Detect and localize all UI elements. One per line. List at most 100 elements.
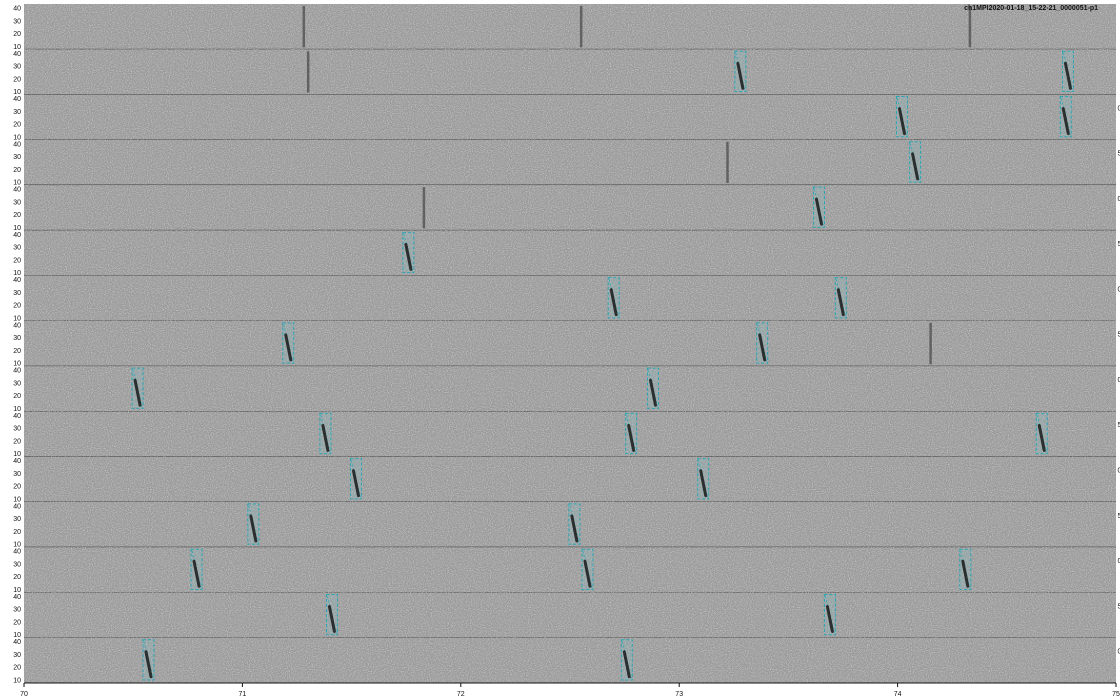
- y-tick-label: 20: [13, 348, 21, 355]
- call-mark: [609, 288, 618, 317]
- y-tick-label: 10: [13, 496, 21, 503]
- call-mark: [327, 605, 336, 634]
- y-tick-label: 30: [13, 652, 21, 659]
- y-tick-label: 10: [13, 180, 21, 187]
- y-tick-label: 30: [13, 335, 21, 342]
- vertical-mark: [726, 141, 729, 184]
- call-mark: [836, 288, 845, 317]
- spectrogram-strip: 10 20 30 40 0: [13, 275, 1120, 322]
- spectrogram-strip: 10 20 30 40: [13, 4, 1116, 51]
- y-tick-label: 10: [13, 315, 21, 322]
- call-mark: [648, 378, 657, 407]
- y-tick-label: 30: [13, 516, 21, 523]
- y-tick-label: 40: [13, 503, 21, 510]
- y-tick-label: 20: [13, 665, 21, 672]
- call-mark: [192, 559, 201, 588]
- vertical-mark: [302, 6, 306, 48]
- y-tick-label: 10: [13, 225, 21, 232]
- right-tick-label: 5: [1118, 241, 1120, 248]
- call-mark: [911, 152, 920, 181]
- y-tick-label: 20: [13, 212, 21, 219]
- y-tick-label: 20: [13, 31, 21, 38]
- right-tick-label: 0: [1118, 105, 1120, 112]
- x-tick-label: 72: [457, 691, 465, 698]
- strip-noise: [24, 49, 1116, 95]
- call-mark: [133, 378, 142, 407]
- call-mark: [736, 61, 745, 90]
- y-tick-label: 20: [13, 574, 21, 581]
- spectrogram-strip: 10 20 30 40 5: [13, 411, 1120, 458]
- strip-noise: [24, 547, 1116, 593]
- y-tick-label: 40: [13, 549, 21, 556]
- y-tick-label: 40: [13, 322, 21, 329]
- y-tick-label: 40: [13, 639, 21, 646]
- spectrogram-strip: 10 20 30 40 5: [13, 139, 1120, 187]
- strips-layer: 1020304010203040102030400102030405102030…: [13, 4, 1120, 685]
- spectrogram-strip: 10 20 30 40 5: [13, 592, 1120, 639]
- y-tick-label: 30: [13, 18, 21, 25]
- strip-noise: [24, 94, 1116, 140]
- y-tick-label: 10: [13, 134, 21, 141]
- right-tick-label: 0: [1118, 649, 1120, 656]
- y-tick-label: 10: [13, 678, 21, 685]
- right-tick-label: 0: [1118, 196, 1120, 203]
- strip-noise: [24, 4, 1116, 50]
- call-mark: [699, 469, 708, 498]
- call-mark: [622, 650, 631, 679]
- vertical-mark: [968, 6, 972, 48]
- call-mark: [1037, 423, 1046, 452]
- strip-noise: [24, 320, 1116, 367]
- chart-title: ch1MPI2020-01-18_15-22-21_0000051-p1: [964, 5, 1098, 12]
- y-tick-label: 30: [13, 607, 21, 614]
- y-tick-label: 10: [13, 361, 21, 368]
- y-tick-label: 10: [13, 542, 21, 549]
- spectrogram-strip: 10 20 30 40 5: [13, 230, 1120, 277]
- call-mark: [758, 333, 767, 362]
- right-tick-label: 5: [1118, 603, 1120, 610]
- y-tick-label: 10: [13, 451, 21, 458]
- right-tick-label: 0: [1118, 286, 1120, 293]
- y-tick-label: 10: [13, 270, 21, 277]
- strip-noise: [24, 411, 1116, 457]
- x-tick-label: 74: [894, 691, 902, 698]
- y-tick-label: 10: [13, 406, 21, 413]
- call-mark: [321, 423, 330, 452]
- strip-noise: [24, 592, 1116, 638]
- right-tick-label: 0: [1118, 468, 1120, 475]
- spectrogram-strip: 10 20 30 40 5: [13, 320, 1120, 368]
- vertical-mark: [579, 6, 583, 48]
- call-mark: [570, 514, 579, 543]
- spectrogram-strip: 10 20 30 40 0: [13, 366, 1120, 413]
- y-tick-label: 30: [13, 64, 21, 71]
- y-tick-label: 40: [13, 594, 21, 601]
- y-tick-label: 40: [13, 141, 21, 148]
- y-tick-label: 30: [13, 426, 21, 433]
- x-tick-label: 71: [239, 691, 247, 698]
- call-mark: [249, 514, 258, 543]
- vertical-mark: [422, 187, 426, 229]
- spectrogram-strip: 10 20 30 40: [13, 49, 1116, 96]
- x-tick-label: 73: [675, 691, 683, 698]
- spectrogram-strip: 10 20 30 40 0: [13, 185, 1120, 232]
- y-tick-label: 40: [13, 277, 21, 284]
- vertical-mark: [929, 322, 932, 365]
- y-tick-label: 40: [13, 6, 21, 13]
- y-tick-label: 20: [13, 167, 21, 174]
- call-mark: [583, 559, 592, 588]
- x-tick-label: 75: [1112, 691, 1120, 698]
- y-tick-label: 20: [13, 393, 21, 400]
- right-tick-label: 5: [1118, 513, 1120, 520]
- y-tick-label: 20: [13, 484, 21, 491]
- y-tick-label: 40: [13, 232, 21, 239]
- y-tick-label: 30: [13, 245, 21, 252]
- y-tick-label: 30: [13, 199, 21, 206]
- y-tick-label: 40: [13, 458, 21, 465]
- y-tick-label: 30: [13, 380, 21, 387]
- y-tick-label: 40: [13, 413, 21, 420]
- y-tick-label: 20: [13, 619, 21, 626]
- call-mark: [351, 469, 360, 498]
- call-mark: [627, 423, 636, 452]
- call-mark: [961, 559, 970, 588]
- call-mark: [404, 242, 413, 271]
